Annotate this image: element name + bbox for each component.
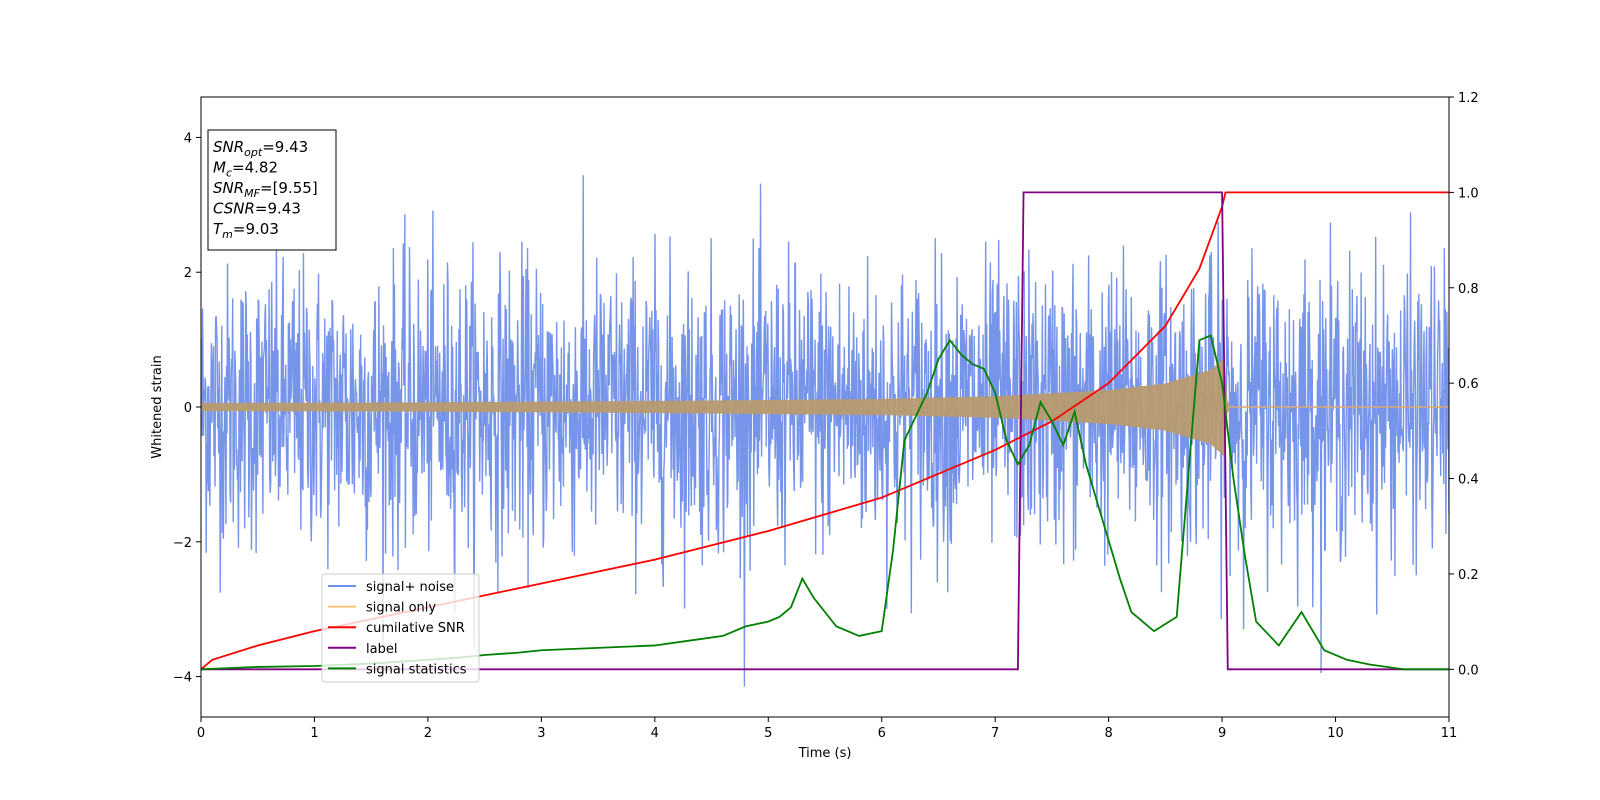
legend-frame — [321, 573, 480, 683]
legend-label: signal+ noise — [366, 580, 454, 595]
y-right-tick-label: 0.4 — [1458, 473, 1479, 488]
series-label — [201, 191, 1449, 671]
y-axis-right: 1.2 1.0 0.8 0.6 0.4 0.2 0.0 — [1449, 91, 1479, 678]
legend-label: cumilative SNR — [366, 621, 465, 636]
series-signal-only — [201, 357, 1449, 457]
annotation-line: SNRMF=[9.55] — [213, 179, 318, 200]
legend-label: signal only — [366, 601, 436, 616]
x-tick-label: 0 — [197, 726, 205, 741]
x-tick-label: 8 — [1104, 726, 1112, 741]
y-left-tick-label: −4 — [173, 671, 192, 686]
annotation-line: Tm=9.03 — [213, 220, 279, 241]
x-tick-label: 9 — [1218, 726, 1226, 741]
annotation-line: Mc=4.82 — [213, 159, 278, 180]
y-right-tick-label: 1.2 — [1458, 91, 1479, 106]
x-tick-label: 2 — [424, 726, 432, 741]
y-left-tick-label: 2 — [184, 266, 192, 281]
y-right-tick-label: 0.2 — [1458, 568, 1479, 583]
legend-label: label — [366, 642, 397, 657]
series-cumulative-snr — [201, 191, 1449, 670]
x-tick-label: 5 — [764, 726, 772, 741]
annotation-line: SNRopt=9.43 — [213, 138, 308, 159]
x-tick-label: 6 — [878, 726, 886, 741]
x-tick-label: 3 — [537, 726, 545, 741]
plot-area — [201, 175, 1449, 687]
y-right-tick-label: 0.8 — [1458, 282, 1479, 297]
x-axis-label: Time (s) — [798, 746, 852, 761]
y-axis-label: Whitened strain — [150, 355, 165, 458]
y-left-tick-label: 0 — [184, 401, 192, 416]
x-tick-label: 11 — [1441, 726, 1458, 741]
series-signal-statistics — [201, 334, 1449, 671]
y-right-tick-label: 0.0 — [1458, 663, 1479, 678]
x-axis: 0 1 2 3 4 5 6 7 8 9 10 11 — [197, 717, 1457, 741]
legend-label: signal statistics — [366, 662, 467, 677]
y-right-tick-label: 1.0 — [1458, 186, 1479, 201]
x-tick-label: 7 — [991, 726, 999, 741]
y-axis-left: 4 2 0 −2 −4 — [173, 131, 201, 686]
x-tick-label: 1 — [310, 726, 318, 741]
x-tick-label: 4 — [651, 726, 659, 741]
legend: signal+ noise signal only cumilative SNR la… — [321, 573, 480, 683]
series-layer — [201, 175, 1449, 687]
x-tick-label: 10 — [1327, 726, 1344, 741]
y-left-tick-label: 4 — [184, 131, 192, 146]
annotation-line: CSNR=9.43 — [213, 200, 301, 218]
y-left-tick-label: −2 — [173, 536, 192, 551]
y-right-tick-label: 0.6 — [1458, 377, 1479, 392]
